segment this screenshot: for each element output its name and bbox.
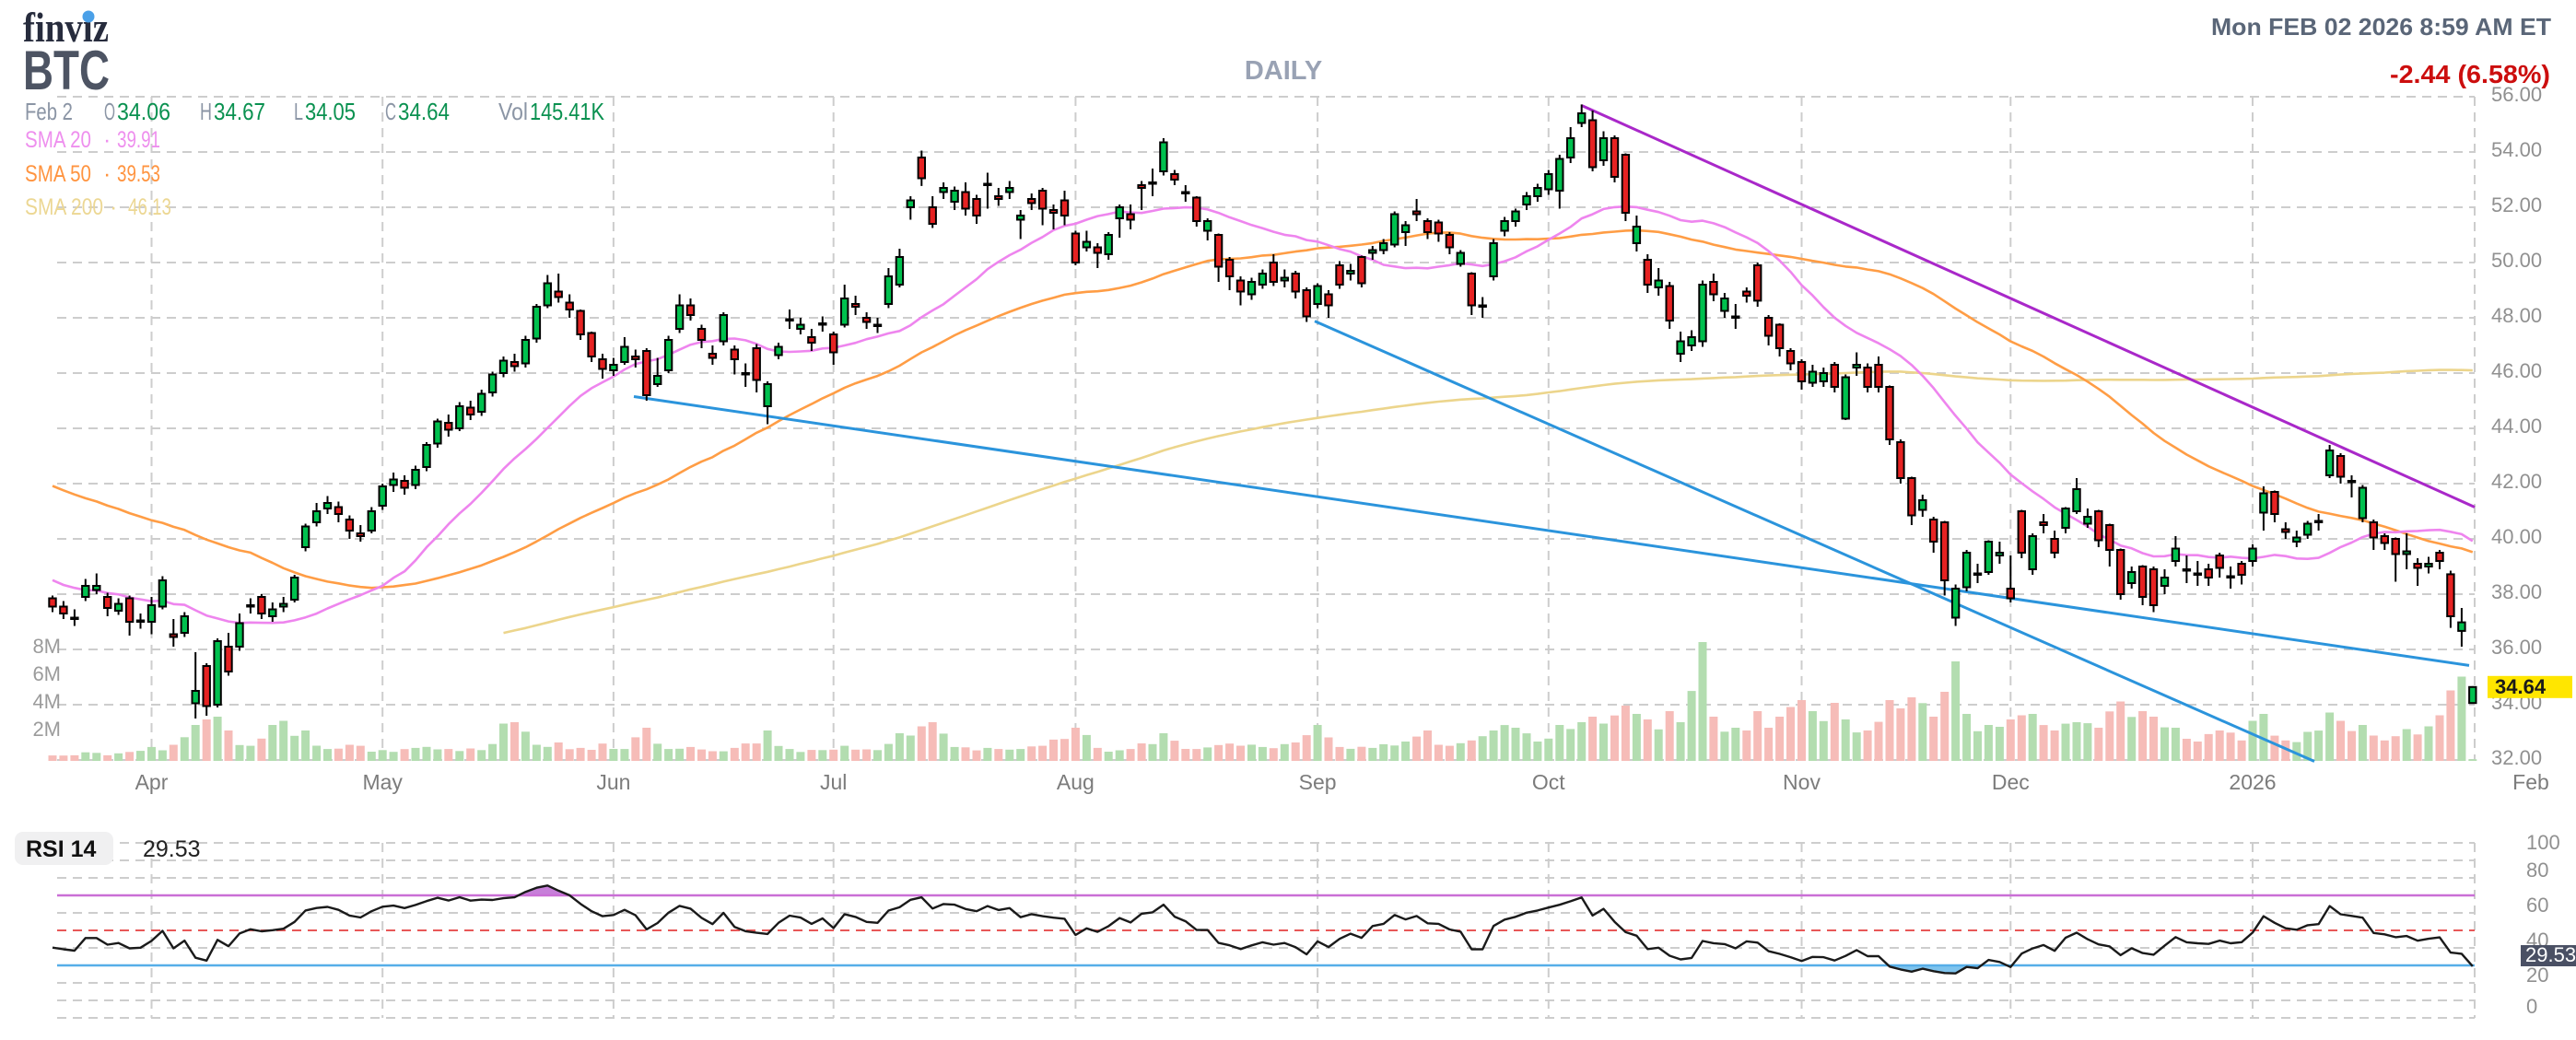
svg-text:80: 80 <box>2526 859 2548 882</box>
svg-text:56.00: 56.00 <box>2491 83 2542 106</box>
svg-text:100: 100 <box>2526 831 2560 854</box>
svg-text:Mon FEB 02 2026 8:59 AM ET: Mon FEB 02 2026 8:59 AM ET <box>2211 13 2551 41</box>
svg-text:Dec: Dec <box>1992 770 2030 794</box>
svg-text:20: 20 <box>2526 964 2548 987</box>
svg-text:34.64: 34.64 <box>2495 675 2547 698</box>
svg-text:-2.44 (6.58%): -2.44 (6.58%) <box>2390 60 2550 88</box>
svg-text:Aug: Aug <box>1057 770 1095 794</box>
svg-text:34.67: 34.67 <box>214 98 265 125</box>
svg-text:29.53: 29.53 <box>143 836 201 862</box>
svg-text:34.05: 34.05 <box>305 98 356 125</box>
svg-text:H: H <box>200 98 212 125</box>
svg-text:BTC: BTC <box>23 40 110 101</box>
svg-text:46.13: 46.13 <box>128 194 171 220</box>
svg-text:46.00: 46.00 <box>2491 359 2542 382</box>
svg-text:8M: 8M <box>32 635 61 658</box>
svg-text:39.91: 39.91 <box>117 127 160 153</box>
svg-text:Jul: Jul <box>820 770 847 794</box>
svg-text:36.00: 36.00 <box>2491 636 2542 659</box>
svg-text:SMA 200: SMA 200 <box>25 194 103 220</box>
svg-text:42.00: 42.00 <box>2491 470 2542 493</box>
svg-text:·: · <box>103 161 111 187</box>
svg-text:38.00: 38.00 <box>2491 580 2542 603</box>
svg-text:2M: 2M <box>32 718 61 741</box>
svg-text:0: 0 <box>2526 995 2537 1018</box>
svg-text:60: 60 <box>2526 894 2548 917</box>
svg-text:Oct: Oct <box>1532 770 1565 794</box>
svg-text:Sep: Sep <box>1299 770 1337 794</box>
svg-text:4M: 4M <box>32 690 61 713</box>
svg-text:34.06: 34.06 <box>117 98 170 125</box>
svg-text:SMA 50: SMA 50 <box>25 161 91 187</box>
svg-text:L: L <box>294 98 303 125</box>
svg-text:May: May <box>362 770 403 794</box>
svg-text:DAILY: DAILY <box>1245 56 1322 86</box>
svg-text:Apr: Apr <box>135 770 169 794</box>
svg-text:·: · <box>103 127 111 153</box>
svg-text:Nov: Nov <box>1783 770 1821 794</box>
svg-text:40.00: 40.00 <box>2491 525 2542 548</box>
svg-text:44.00: 44.00 <box>2491 415 2542 438</box>
svg-text:C: C <box>385 98 396 125</box>
svg-text:39.53: 39.53 <box>117 161 160 187</box>
svg-text:2026: 2026 <box>2229 770 2276 794</box>
svg-text:52.00: 52.00 <box>2491 193 2542 216</box>
svg-text:34.64: 34.64 <box>398 98 450 125</box>
svg-text:6M: 6M <box>32 662 61 685</box>
svg-text:48.00: 48.00 <box>2491 304 2542 327</box>
svg-text:50.00: 50.00 <box>2491 249 2542 272</box>
svg-text:Vol: Vol <box>498 98 528 125</box>
svg-text:Feb 2: Feb 2 <box>25 98 73 125</box>
svg-text:32.00: 32.00 <box>2491 746 2542 769</box>
svg-text:Feb: Feb <box>2512 770 2549 794</box>
svg-text:O: O <box>104 98 115 125</box>
svg-text:SMA 20: SMA 20 <box>25 127 91 153</box>
svg-text:RSI 14: RSI 14 <box>26 836 97 862</box>
svg-text:145.41K: 145.41K <box>530 98 605 125</box>
svg-text:54.00: 54.00 <box>2491 138 2542 161</box>
svg-text:·: · <box>110 194 117 220</box>
svg-text:29.53: 29.53 <box>2525 943 2576 966</box>
svg-text:Jun: Jun <box>596 770 630 794</box>
svg-text:finvız: finvız <box>23 5 109 51</box>
